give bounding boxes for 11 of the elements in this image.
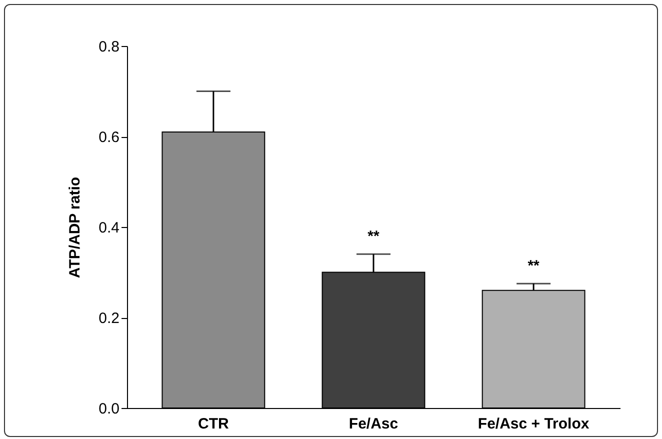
y-tick-label: 0.0 bbox=[98, 400, 120, 418]
x-tick-label: Fe/Asc + Trolox bbox=[478, 416, 590, 432]
annotation: ** bbox=[368, 228, 380, 246]
y-tick-label: 0.6 bbox=[98, 129, 120, 146]
x-tick-label: Fe/Asc bbox=[348, 416, 398, 432]
y-tick-label: 0.4 bbox=[98, 220, 120, 236]
y-axis-title: ATP/ADP ratio bbox=[66, 176, 84, 278]
y-tick-label: 0.8 bbox=[98, 38, 120, 56]
annotation: ** bbox=[528, 258, 540, 275]
x-tick-label: CTR bbox=[198, 416, 230, 432]
y-tick-label: 0.2 bbox=[98, 310, 120, 327]
